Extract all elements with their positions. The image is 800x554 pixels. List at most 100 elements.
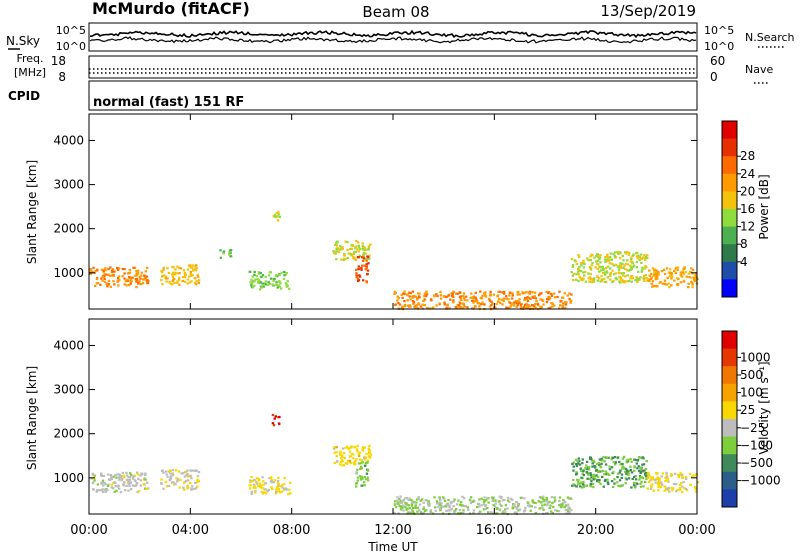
echo-cell	[279, 282, 282, 285]
echo-cell	[264, 275, 267, 278]
colorbar-swatch	[722, 471, 737, 490]
echo-cell	[663, 489, 666, 492]
echo-cell	[344, 240, 347, 243]
echo-cell	[573, 259, 576, 262]
echo-cell	[542, 303, 545, 306]
echo-cell	[271, 413, 275, 417]
colorbar-label: 4	[740, 255, 748, 269]
echo-cell	[136, 491, 139, 494]
echo-cell	[678, 487, 682, 490]
colorbar-swatch	[722, 138, 737, 157]
echo-cell	[135, 483, 138, 486]
echo-cell	[423, 303, 427, 307]
echo-cell	[619, 469, 622, 472]
echo-cell	[361, 448, 364, 451]
echo-cell	[474, 296, 477, 299]
echo-cell	[271, 488, 274, 491]
echo-cell	[655, 284, 658, 288]
echo-cell	[178, 278, 181, 281]
echo-cell	[626, 250, 629, 254]
echo-cell	[171, 275, 175, 279]
echo-cell	[449, 298, 452, 301]
echo-cell	[533, 305, 536, 308]
echo-cell	[591, 462, 594, 465]
echo-cell	[196, 478, 199, 481]
echo-cell	[182, 472, 185, 475]
echo-cell	[174, 483, 177, 486]
beam-label: Beam 08	[362, 3, 429, 21]
echo-cell	[135, 471, 139, 474]
echo-cell	[494, 505, 497, 508]
echo-cell	[621, 279, 625, 282]
echo-cell	[629, 277, 632, 280]
echo-cell	[622, 466, 625, 469]
echo-cell	[523, 298, 526, 302]
echo-cell	[445, 503, 448, 506]
echo-cell	[517, 509, 520, 512]
echo-cell	[418, 296, 421, 299]
colorbar-swatch	[722, 279, 737, 298]
echo-cell	[572, 478, 575, 482]
echo-cell	[543, 498, 546, 502]
echo-cell	[620, 266, 623, 269]
echo-cell	[575, 278, 578, 281]
echo-cell	[369, 243, 372, 246]
echo-cell	[625, 269, 629, 272]
echo-cell	[463, 296, 466, 300]
echo-cell	[455, 503, 459, 506]
echo-cell	[621, 467, 624, 470]
echo-cell	[190, 477, 193, 480]
echo-cell	[676, 283, 680, 286]
echo-cell	[460, 298, 463, 301]
echo-cell	[132, 266, 135, 269]
echo-cell	[173, 277, 176, 281]
echo-cell	[104, 483, 107, 486]
echo-cell	[597, 461, 600, 465]
echo-cell	[412, 511, 415, 514]
echo-cell	[691, 283, 694, 286]
echo-cell	[466, 306, 469, 309]
echo-cell	[641, 469, 645, 472]
echo-cell	[259, 281, 263, 284]
echo-cell	[502, 299, 505, 303]
echo-cell	[191, 264, 195, 267]
echo-cell	[167, 470, 171, 473]
echo-cell	[656, 472, 659, 475]
echo-cell	[280, 271, 283, 274]
echo-cell	[252, 280, 255, 283]
echo-cell	[285, 283, 288, 286]
echo-cell	[360, 256, 364, 259]
echo-cell	[358, 274, 361, 277]
echo-cell	[619, 264, 623, 268]
echo-cell	[435, 500, 439, 503]
echo-cell	[683, 266, 686, 269]
echo-cell	[690, 280, 693, 283]
echo-cell	[631, 477, 634, 480]
echo-cell	[603, 460, 606, 463]
freq-label: Freq.	[16, 52, 43, 65]
echo-cell	[608, 262, 612, 265]
echo-cell	[528, 296, 531, 299]
echo-cell	[416, 510, 419, 513]
echo-cell	[399, 495, 402, 498]
echo-cell	[354, 247, 357, 250]
echo-cell	[418, 292, 421, 295]
echo-cell	[356, 450, 359, 453]
echo-cell	[109, 474, 113, 477]
echo-cell	[105, 273, 108, 276]
echo-cell	[400, 293, 403, 296]
echo-cell	[556, 509, 559, 512]
echo-cell	[679, 274, 682, 277]
echo-cell	[401, 506, 404, 509]
echo-cell	[333, 451, 336, 454]
echo-cell	[176, 265, 179, 268]
echo-cell	[357, 453, 361, 456]
echo-cell	[601, 459, 604, 462]
echo-cell	[135, 274, 139, 277]
echo-cell	[462, 295, 465, 298]
echo-cell	[534, 306, 537, 310]
nave-tick-top: 60	[710, 54, 725, 68]
echo-cell	[664, 283, 667, 286]
echo-cell	[266, 283, 270, 286]
echo-cell	[162, 268, 165, 271]
